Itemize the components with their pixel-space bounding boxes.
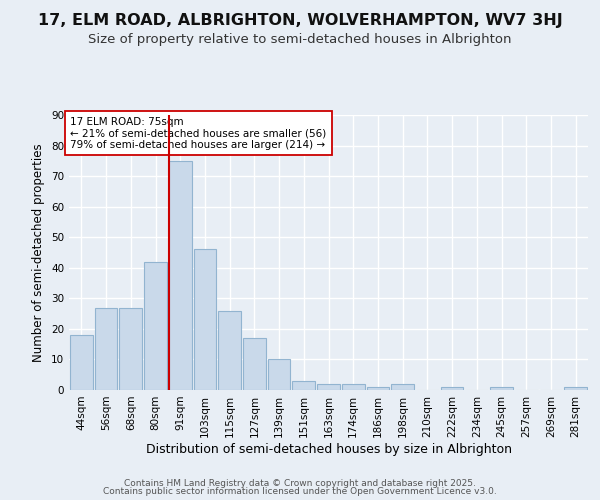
X-axis label: Distribution of semi-detached houses by size in Albrighton: Distribution of semi-detached houses by … xyxy=(146,442,511,456)
Bar xyxy=(194,250,216,390)
Bar xyxy=(317,384,340,390)
Bar xyxy=(119,308,142,390)
Bar xyxy=(441,387,463,390)
Bar xyxy=(243,338,266,390)
Text: Contains HM Land Registry data © Crown copyright and database right 2025.: Contains HM Land Registry data © Crown c… xyxy=(124,478,476,488)
Text: Contains public sector information licensed under the Open Government Licence v3: Contains public sector information licen… xyxy=(103,487,497,496)
Bar xyxy=(490,387,513,390)
Text: 17, ELM ROAD, ALBRIGHTON, WOLVERHAMPTON, WV7 3HJ: 17, ELM ROAD, ALBRIGHTON, WOLVERHAMPTON,… xyxy=(38,12,562,28)
Bar xyxy=(169,161,191,390)
Text: Size of property relative to semi-detached houses in Albrighton: Size of property relative to semi-detach… xyxy=(88,32,512,46)
Bar xyxy=(367,387,389,390)
Bar xyxy=(70,335,93,390)
Bar xyxy=(342,384,365,390)
Bar xyxy=(292,381,315,390)
Text: 17 ELM ROAD: 75sqm
← 21% of semi-detached houses are smaller (56)
79% of semi-de: 17 ELM ROAD: 75sqm ← 21% of semi-detache… xyxy=(70,116,326,150)
Bar xyxy=(218,310,241,390)
Bar xyxy=(391,384,414,390)
Bar xyxy=(268,360,290,390)
Bar xyxy=(95,308,118,390)
Bar xyxy=(144,262,167,390)
Bar xyxy=(564,387,587,390)
Y-axis label: Number of semi-detached properties: Number of semi-detached properties xyxy=(32,143,46,362)
